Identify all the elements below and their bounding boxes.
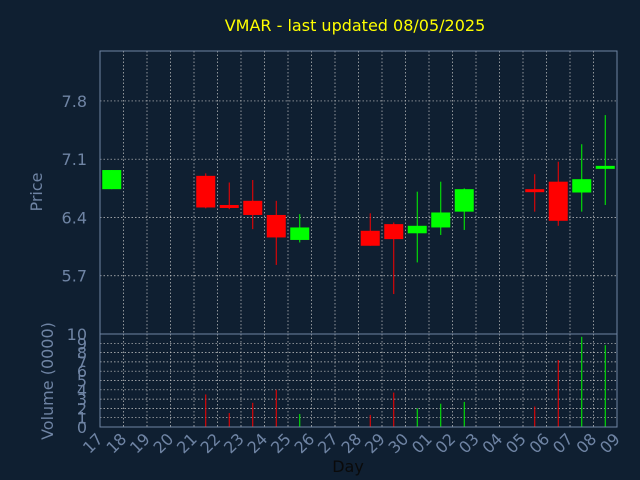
x-tick-labels: 1718192021222324252627282930010203040506… (79, 429, 624, 457)
candle-body (266, 214, 286, 238)
volume-bars (205, 336, 606, 427)
candle-body (360, 230, 380, 246)
volume-tick-label: 8 (77, 344, 87, 363)
volume-tick-label: 4 (77, 381, 87, 400)
volume-tick-label: 1 (77, 409, 87, 428)
candle-body (219, 204, 239, 208)
candle-body (548, 181, 568, 221)
candle-body (196, 175, 216, 208)
price-axis-label: Price (27, 172, 46, 211)
volume-tick-label: 9 (77, 334, 87, 353)
volume-tick-label: 0 (77, 418, 87, 437)
candle-body (243, 200, 263, 215)
x-axis-label: Day (332, 457, 364, 476)
volume-panel-frame (99, 333, 618, 428)
volume-grid (100, 334, 617, 427)
candle-body (454, 189, 474, 212)
price-tick-label: 5.7 (62, 267, 87, 286)
price-tick-label: 6.4 (62, 208, 87, 227)
candle-body (572, 179, 592, 193)
candle-body (384, 224, 404, 240)
volume-tick-label: 5 (77, 372, 87, 391)
candle-body (407, 225, 427, 234)
volume-tick-label: 2 (77, 399, 87, 418)
price-tick-labels: 5.7 6.4 7.1 7.8 (62, 92, 87, 286)
volume-axis-label: Volume (0000) (38, 322, 57, 440)
candle-body (290, 227, 310, 240)
volume-tick-label: 7 (77, 353, 87, 372)
price-grid (100, 51, 617, 334)
chart-title: VMAR - last updated 08/05/2025 (225, 16, 486, 35)
candle-body (431, 212, 451, 228)
candle-body (525, 189, 545, 193)
volume-tick-label: 10 (67, 325, 87, 344)
volume-tick-label: 6 (77, 362, 87, 381)
candles (102, 115, 615, 295)
candle-body (102, 170, 122, 190)
price-tick-label: 7.8 (62, 92, 87, 111)
candle-body (595, 165, 615, 169)
price-tick-label: 7.1 (62, 150, 87, 169)
volume-tick-label: 3 (77, 390, 87, 409)
